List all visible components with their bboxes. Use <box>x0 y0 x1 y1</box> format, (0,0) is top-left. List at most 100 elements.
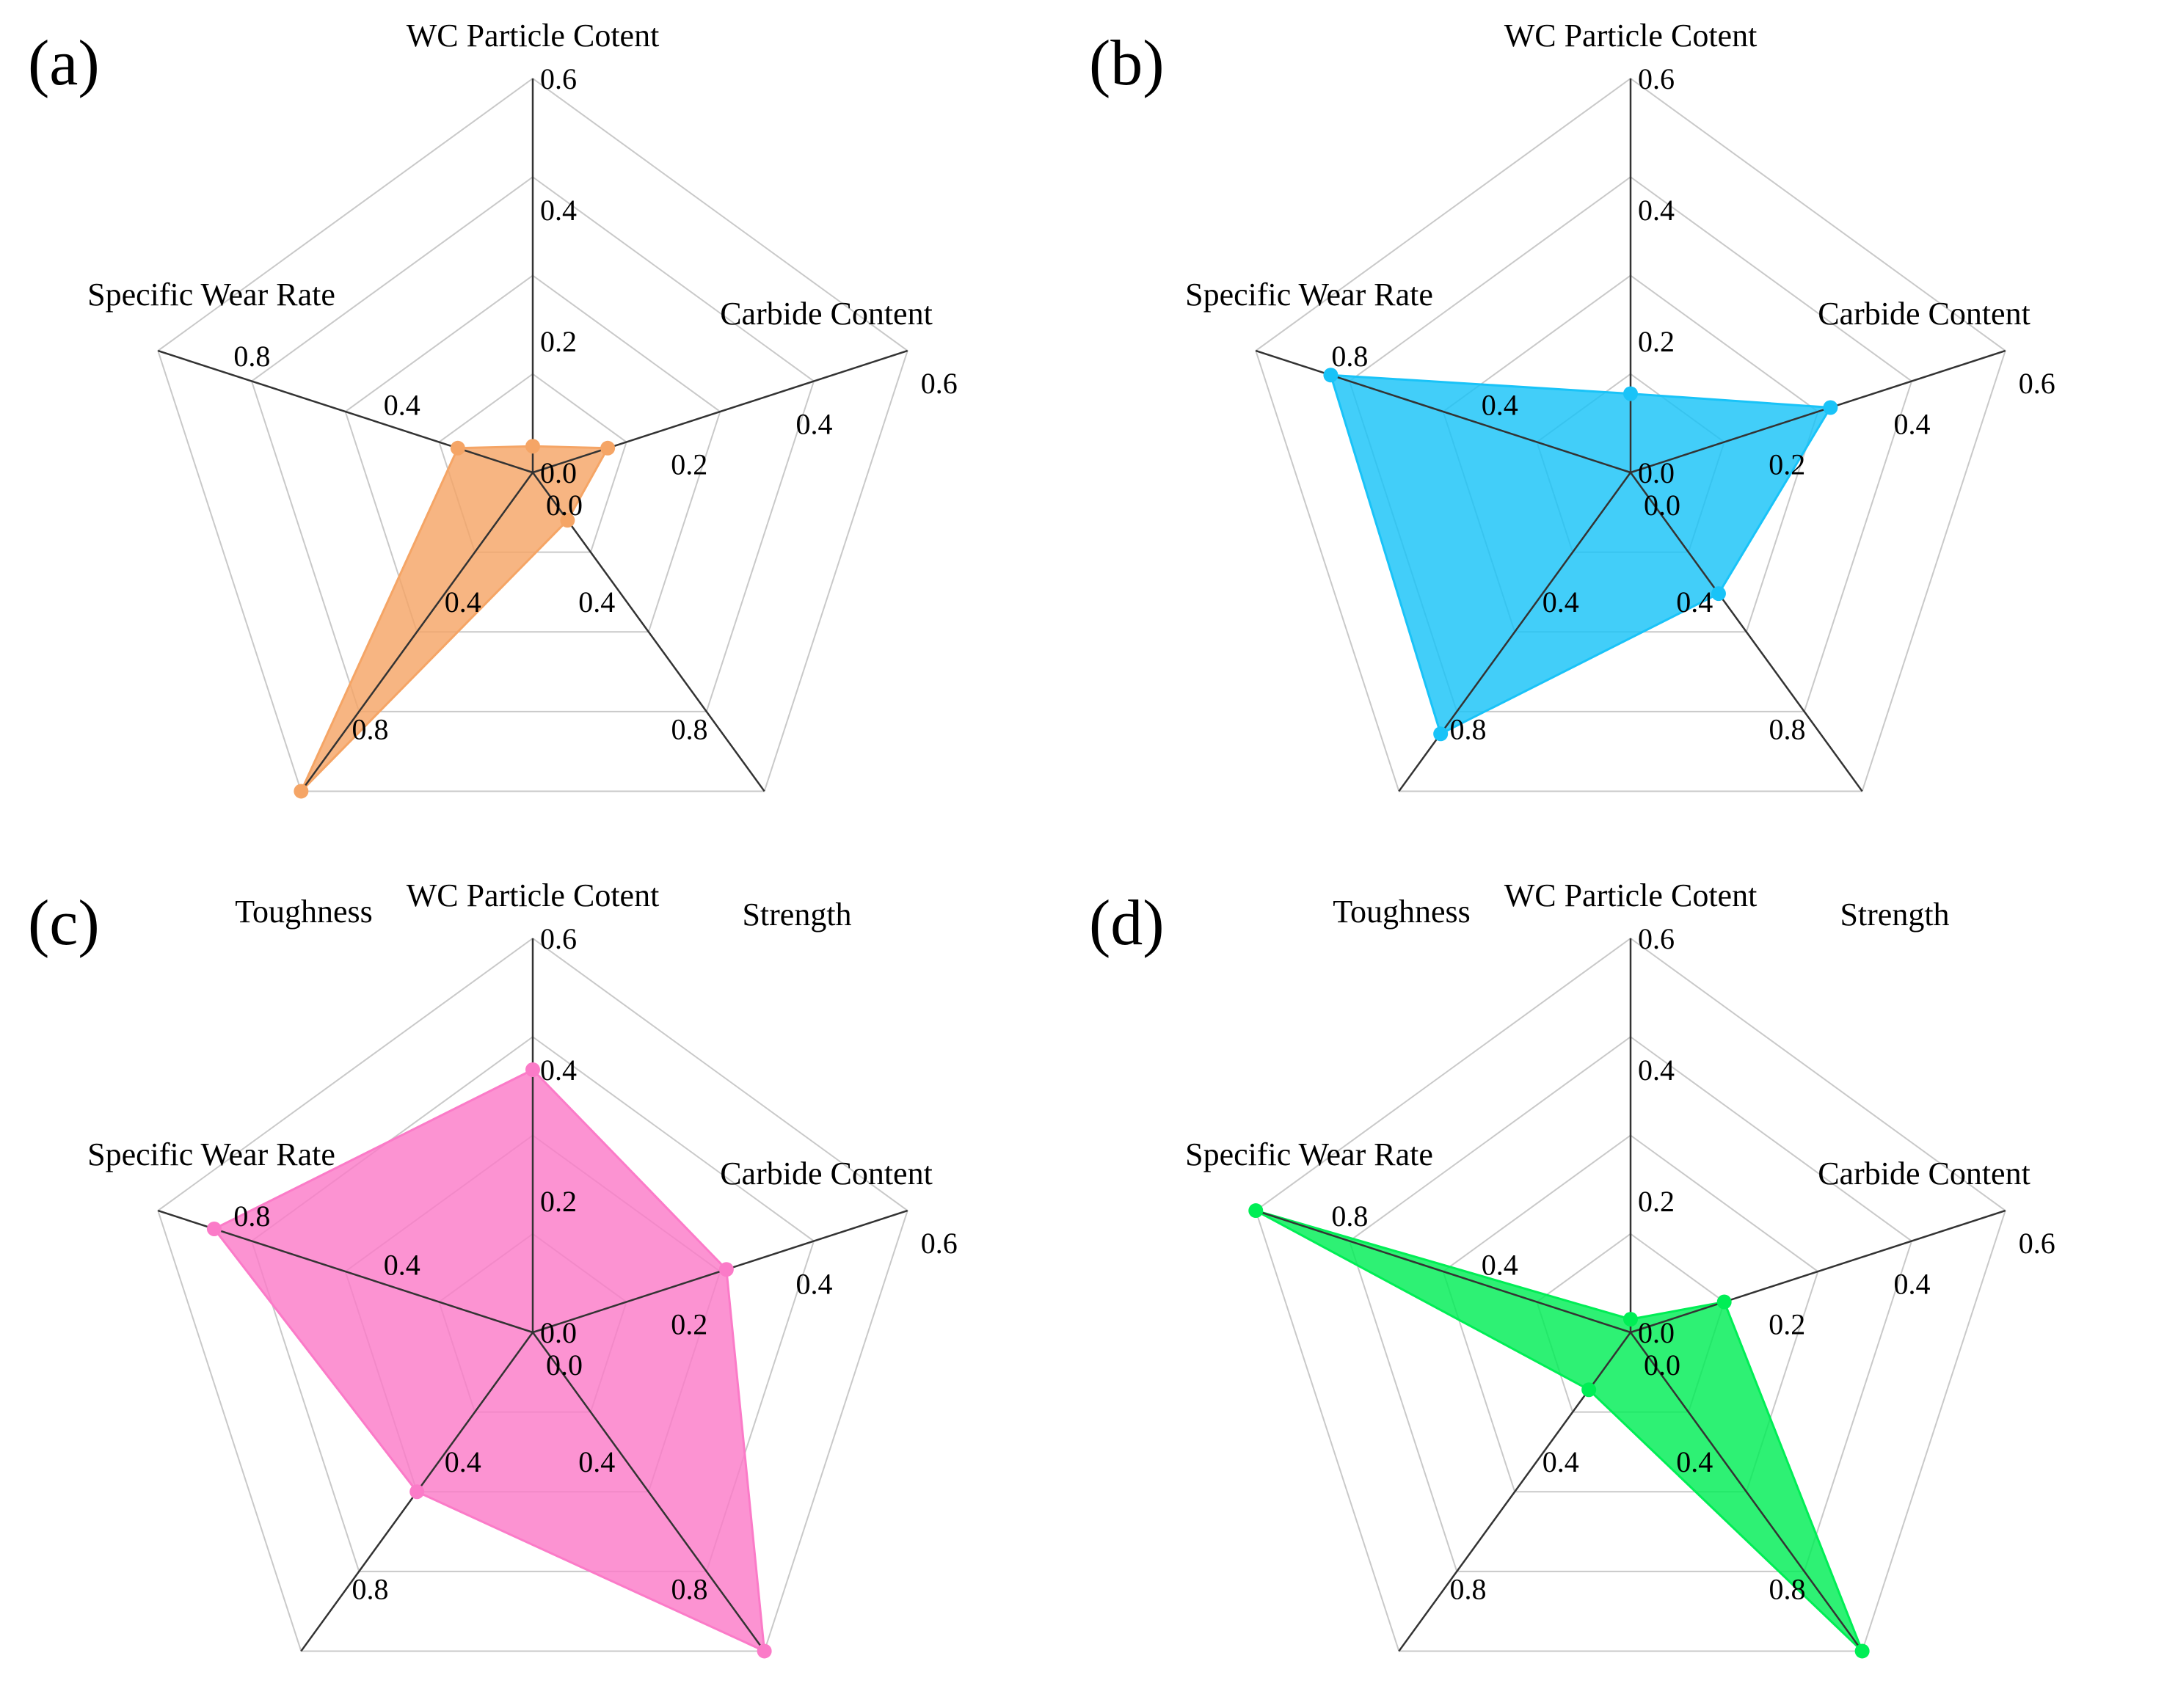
axis-label-carbide: Carbide Content <box>1818 296 2031 332</box>
axis-line-carbide <box>1630 349 2006 474</box>
tick-label: 0.4 <box>1893 1267 1930 1300</box>
grid-ring <box>1348 176 1913 712</box>
tick-label: 0.4 <box>540 194 577 227</box>
tick-label: 0.2 <box>540 1185 577 1218</box>
tick-label: 0.0 <box>1644 489 1680 522</box>
tick-label: 0.4 <box>1638 194 1675 227</box>
data-area <box>1255 1209 1864 1652</box>
axis-label-wc-particle: WC Particle Cotent <box>407 877 660 913</box>
axis-label-toughness: Toughness <box>1333 894 1471 930</box>
axis-label-wear-rate: Specific Wear Rate <box>1185 1136 1433 1172</box>
tick-label: 0.6 <box>2019 1227 2055 1260</box>
grid-ring <box>1255 77 2006 792</box>
tick-label: 0.4 <box>578 585 615 618</box>
tick-label: 0.2 <box>671 448 707 481</box>
data-point-strength <box>1711 586 1726 602</box>
data-area <box>1329 373 1832 736</box>
data-point-toughness <box>1581 1382 1597 1398</box>
panel-label: (b) <box>1089 28 1165 99</box>
axis-line-strength <box>1629 1332 1863 1652</box>
axis-line-carbide <box>1630 1209 2006 1334</box>
data-point-strength <box>1854 1643 1870 1659</box>
data-point-wear-rate <box>1323 368 1339 383</box>
axis-label-wc-particle: WC Particle Cotent <box>407 18 660 54</box>
axis-label-wear-rate: Specific Wear Rate <box>87 277 335 313</box>
axis-line-toughness <box>300 472 534 792</box>
axis-label-carbide: Carbide Content <box>720 296 933 332</box>
data-point-wc-particle <box>525 1062 540 1077</box>
tick-label: 0.4 <box>795 1267 832 1300</box>
data-area <box>299 445 610 792</box>
data-point-wc-particle <box>525 439 540 454</box>
tick-label: 0.8 <box>1769 713 1806 746</box>
tick-label: 0.6 <box>921 367 958 400</box>
tick-label: 0.4 <box>578 1445 615 1478</box>
radar-panel-c: (c) 0.0 0.2 0.4 0.6 0.0 0.2 0.4 0.6 0.4 0.8 0.4 0.8 0… <box>28 877 958 1659</box>
tick-label: 0.6 <box>540 62 577 95</box>
data-point-toughness <box>1433 726 1449 742</box>
tick-label: 0.0 <box>540 1316 577 1349</box>
tick-label: 0.4 <box>795 407 832 440</box>
tick-label: 0.4 <box>1638 1054 1675 1087</box>
tick-label: 0.8 <box>1331 1200 1368 1233</box>
radar-panel-a: (a) 0.0 0.2 0.4 0.6 0.0 0.2 0.4 0.6 0.4 0.8 0.4 0.8 0… <box>28 18 958 933</box>
axis-label-strength: Strength <box>742 897 851 933</box>
data-point-toughness <box>409 1484 425 1500</box>
radar-panel-b: (b) 0.0 0.2 0.4 0.6 0.0 0.2 0.4 0.6 0.4 0.8 0.4 0.8 0… <box>1089 18 2055 933</box>
tick-label: 0.4 <box>1893 407 1930 440</box>
data-point-carbide <box>600 440 616 456</box>
data-point-toughness <box>294 784 309 799</box>
tick-label: 0.6 <box>921 1227 958 1260</box>
data-point-carbide <box>1716 1294 1732 1310</box>
tick-label: 0.0 <box>1644 1348 1680 1382</box>
axis-line-strength <box>531 1332 765 1652</box>
tick-label: 0.4 <box>1676 1445 1713 1478</box>
tick-label: 0.8 <box>1449 713 1486 746</box>
data-point-strength <box>560 513 575 528</box>
tick-label: 0.8 <box>671 713 708 746</box>
tick-label: 0.4 <box>1543 585 1579 618</box>
axis-label-wc-particle: WC Particle Cotent <box>1504 877 1758 913</box>
tick-label: 0.4 <box>384 389 420 422</box>
tick-label: 0.0 <box>540 456 577 489</box>
axis-label-wear-rate: Specific Wear Rate <box>87 1136 335 1172</box>
tick-label: 0.2 <box>671 1308 707 1341</box>
tick-label: 0.8 <box>671 1573 708 1606</box>
grid-ring <box>250 176 815 712</box>
axis-line-wear-rate <box>1255 349 1631 474</box>
tick-label: 0.0 <box>546 489 583 522</box>
tick-label: 0.2 <box>1638 325 1675 358</box>
tick-label: 0.6 <box>1638 62 1675 95</box>
tick-label: 0.4 <box>1482 389 1518 422</box>
data-point-wear-rate <box>450 440 465 456</box>
tick-label: 0.8 <box>233 1200 270 1233</box>
tick-label: 0.8 <box>1331 340 1368 373</box>
data-point-strength <box>757 1643 772 1659</box>
tick-label: 0.4 <box>445 585 481 618</box>
tick-label: 0.2 <box>1769 448 1805 481</box>
axis-label-wear-rate: Specific Wear Rate <box>1185 277 1433 313</box>
panel-label: (c) <box>28 888 100 959</box>
tick-label: 0.0 <box>1638 1316 1675 1349</box>
tick-label: 0.0 <box>546 1348 583 1382</box>
axis-label-toughness: Toughness <box>235 894 373 930</box>
data-point-wc-particle <box>1623 386 1638 401</box>
grid-ring <box>1348 1036 1913 1572</box>
grid-ring <box>1255 937 2006 1652</box>
data-point-wear-rate <box>206 1221 222 1236</box>
radar-panel-d: (d) 0.0 0.2 0.4 0.6 0.0 0.2 0.4 0.6 0.4 0.8 0.4 0.8 0… <box>1089 877 2055 1659</box>
axis-label-wc-particle: WC Particle Cotent <box>1504 18 1758 54</box>
grid-ring <box>344 274 721 633</box>
data-point-wear-rate <box>1248 1203 1264 1219</box>
tick-label: 0.6 <box>540 922 577 955</box>
tick-label: 0.2 <box>1638 1185 1675 1218</box>
tick-label: 0.8 <box>352 713 388 746</box>
tick-label: 0.4 <box>540 1054 577 1087</box>
axis-label-carbide: Carbide Content <box>1818 1156 2031 1191</box>
tick-label: 0.8 <box>352 1573 388 1606</box>
data-area <box>212 1068 766 1653</box>
panel-label: (a) <box>28 28 100 99</box>
axis-line-carbide <box>532 349 908 474</box>
axis-line-wear-rate <box>1255 1209 1631 1334</box>
tick-label: 0.4 <box>1482 1249 1518 1282</box>
